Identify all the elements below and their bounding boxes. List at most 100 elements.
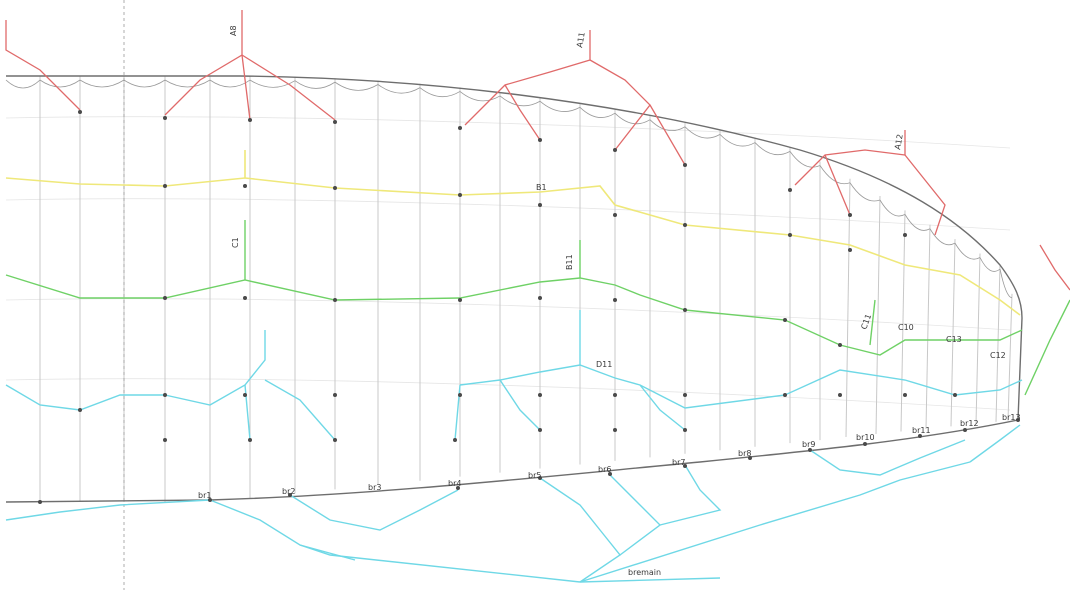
scallop-arc (614, 112, 651, 125)
attachment-node (458, 393, 462, 397)
lower-line-cascade (5, 310, 1023, 583)
rib-line (925, 224, 931, 429)
scallop-arc (954, 242, 981, 260)
attachment-node (243, 184, 247, 188)
attachment-node (288, 493, 292, 497)
scallop-arc (979, 257, 1001, 272)
label-c1: C1 (231, 237, 240, 248)
attachment-node (783, 393, 787, 397)
middle-line-cascade (5, 220, 1070, 396)
label-br5: br5 (528, 471, 541, 480)
attachment-node (613, 298, 617, 302)
attachment-node (613, 393, 617, 397)
scallop-arc (904, 214, 931, 231)
attachment-node (613, 428, 617, 432)
label-br12: br12 (960, 419, 979, 428)
attachment-node (863, 442, 867, 446)
attachment-node (456, 486, 460, 490)
attachment-node (748, 456, 752, 460)
label-br9: br9 (802, 440, 815, 449)
attachment-node (683, 428, 687, 432)
attachment-node (538, 138, 542, 142)
scallop-arc (334, 81, 379, 91)
label-br4: br4 (448, 479, 461, 488)
attachment-node (538, 393, 542, 397)
rib-line (995, 264, 1001, 422)
attachment-node (333, 120, 337, 124)
leading-edge-outline (6, 75, 1023, 319)
attachment-node (848, 248, 852, 252)
guide-lines (5, 116, 1011, 411)
rib-lines (39, 76, 1013, 502)
label-br2: br2 (282, 487, 295, 496)
scallop-arc (819, 165, 851, 185)
attachment-node (683, 464, 687, 468)
attachment-node (608, 472, 612, 476)
label-a12: A12 (893, 133, 905, 150)
attachment-node (903, 393, 907, 397)
guide-curve (5, 378, 1011, 411)
scallop-arc (849, 182, 881, 202)
attachment-node (788, 188, 792, 192)
label-c13: C13 (946, 335, 962, 344)
scallop-arc (999, 268, 1013, 299)
scallop-arc (754, 142, 791, 156)
attachment-node (78, 408, 82, 412)
attachment-node (683, 308, 687, 312)
label-b11: B11 (565, 254, 574, 270)
label-a8: A8 (229, 25, 238, 36)
rib-line (845, 178, 851, 438)
label-b1: B1 (536, 183, 547, 192)
attachment-node (78, 110, 82, 114)
scallop-arc (5, 79, 41, 89)
attachment-node (953, 393, 957, 397)
label-d11: D11 (596, 360, 612, 369)
attachment-nodes (38, 110, 1020, 504)
attachment-node (613, 213, 617, 217)
guide-curve (5, 198, 1011, 231)
scallop-arc (39, 79, 81, 88)
leading-edge-scallops (5, 79, 1013, 299)
rib-line (1007, 293, 1013, 421)
attachment-node (538, 428, 542, 432)
attachment-node (538, 203, 542, 207)
scallop-arc (164, 79, 211, 88)
label-a11: A11 (575, 31, 587, 48)
rib-line (875, 195, 881, 435)
attachment-node (458, 298, 462, 302)
scallop-arc (684, 126, 721, 139)
attachment-node (838, 393, 842, 397)
attachment-node (248, 118, 252, 122)
attachment-node (538, 476, 542, 480)
attachment-node (683, 163, 687, 167)
attachment-node (243, 393, 247, 397)
attachment-node (458, 193, 462, 197)
attachment-node (918, 434, 922, 438)
label-bremain: bremain (628, 568, 661, 577)
attachment-node (613, 148, 617, 152)
attachment-node (333, 298, 337, 302)
scallop-arc (209, 79, 251, 88)
guide-curve (5, 116, 1011, 149)
attachment-node (333, 438, 337, 442)
attachment-node (333, 393, 337, 397)
scallop-arc (459, 91, 501, 102)
attachment-node (838, 343, 842, 347)
scallop-arc (719, 134, 756, 147)
label-br7: br7 (672, 458, 685, 467)
label-br11: br11 (912, 426, 931, 435)
scallop-arc (879, 199, 906, 217)
scallop-arc (294, 80, 336, 89)
attachment-node (163, 296, 167, 300)
top-line-cascade (5, 10, 1070, 291)
label-br1: br1 (198, 491, 211, 500)
attachment-node (243, 296, 247, 300)
attachment-node (963, 428, 967, 432)
line-labels: br1 br2 br3 br4 br5 br6 br7 br8 br9 br10… (198, 25, 1021, 577)
scallop-arc (929, 228, 956, 246)
attachment-node (683, 393, 687, 397)
attachment-node (248, 438, 252, 442)
label-br8: br8 (738, 449, 751, 458)
guide-curve (5, 298, 1011, 331)
